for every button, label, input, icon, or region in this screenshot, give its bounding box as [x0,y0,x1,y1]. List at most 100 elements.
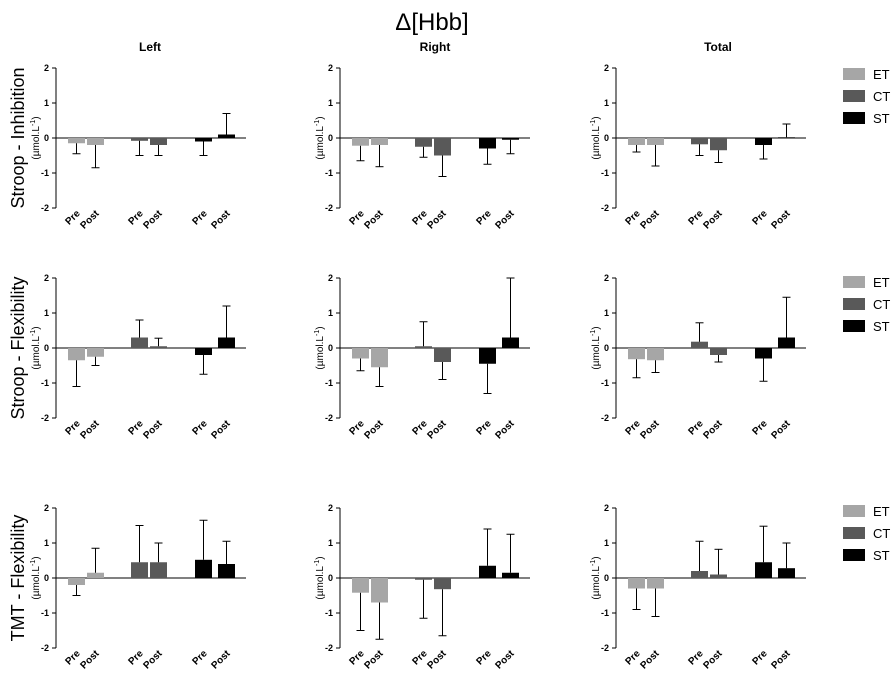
y-axis-label-end: ) [31,326,42,329]
y-tick-label: 2 [604,273,609,283]
y-axis-label-end: ) [31,556,42,559]
bar-st-post [218,134,235,138]
x-tick-label-post: Post [494,208,518,232]
legend-swatch-ct [843,298,865,310]
x-tick-label-pre: Pre [474,648,493,667]
bar-ct-post [434,138,451,156]
bar-ct-post [710,348,727,355]
x-tick-label-post: Post [142,648,166,672]
bar-ct-post [434,578,451,590]
bar-ct-post [150,562,167,578]
x-tick-label-post: Post [142,418,166,442]
x-tick-label-post: Post [770,648,794,672]
y-tick-label: -1 [601,168,609,178]
y-axis-label: (µmol.L-1) [314,556,326,599]
x-tick-label-post: Post [770,208,794,232]
bar-st-post [778,568,795,578]
bar-ct-post [150,346,167,348]
y-tick-label: 0 [328,573,333,583]
y-tick-label: 0 [328,343,333,353]
y-tick-label: 2 [44,503,49,513]
y-axis-label-main: (µmol.L [315,336,326,370]
bar-et-pre [352,578,369,593]
legend-swatch-st [843,549,865,561]
y-tick-label: 1 [44,308,49,318]
bar-ct-pre [415,578,432,580]
y-tick-label: 0 [604,573,609,583]
y-tick-label: 1 [604,98,609,108]
bar-ct-post [710,138,727,151]
y-axis-label-main: (µmol.L [591,336,602,370]
y-axis-label-end: ) [31,116,42,119]
bar-ct-pre [691,571,708,578]
bar-et-pre [352,138,369,146]
x-tick-label-pre: Pre [474,418,493,437]
y-axis-label-main: (µmol.L [31,336,42,370]
y-axis-label-main: (µmol.L [315,126,326,160]
bar-st-pre [755,562,772,578]
y-axis-label-sup: -1 [590,120,597,126]
legend-3: ET CT ST [843,504,890,563]
y-axis-label-sup: -1 [30,330,37,336]
y-tick-label: -2 [325,203,333,213]
y-tick-label: 0 [44,133,49,143]
y-tick-label: 1 [328,308,333,318]
bar-et-post [87,348,104,357]
x-tick-label-post: Post [210,418,234,442]
bar-st-post [502,337,519,348]
y-tick-label: -1 [41,608,49,618]
bar-st-post [218,564,235,578]
row-title-2: Stroop - Flexibility [8,276,28,419]
y-tick-label: 2 [328,273,333,283]
y-axis-label-sup: -1 [314,120,321,126]
bar-et-post [371,138,388,145]
bar-et-post [87,572,104,578]
y-axis-label-main: (µmol.L [591,126,602,160]
bar-ct-pre [415,138,432,147]
y-tick-label: 0 [44,343,49,353]
y-axis-label: (µmol.L-1) [590,326,602,369]
x-tick-label-pre: Pre [190,208,209,227]
bar-ct-pre [131,337,148,348]
row-title-1: Stroop - Inhibition [8,67,28,208]
bar-et-pre [68,138,85,144]
legend-2: ET CT ST [843,275,890,334]
y-axis-label-end: ) [315,556,326,559]
x-tick-label-post: Post [79,648,103,672]
x-tick-label-post: Post [494,648,518,672]
bar-st-pre [195,559,212,578]
x-tick-label-post: Post [210,648,234,672]
x-tick-label-post: Post [363,208,387,232]
y-axis-label-sup: -1 [30,560,37,566]
legend-label-ct: CT [873,89,890,104]
bar-st-pre [479,348,496,364]
y-tick-label: 1 [328,98,333,108]
y-axis-label-end: ) [315,326,326,329]
bar-ct-pre [415,346,432,348]
bar-et-pre [352,348,369,359]
bar-et-pre [68,348,85,361]
x-tick-label-post: Post [210,208,234,232]
y-tick-label: -2 [601,413,609,423]
x-tick-label-post: Post [702,208,726,232]
bar-st-post [502,138,519,140]
x-tick-label-post: Post [79,208,103,232]
y-tick-label: -2 [601,643,609,653]
y-axis-label-main: (µmol.L [591,566,602,600]
y-tick-label: 2 [604,63,609,73]
y-axis-label: (µmol.L-1) [30,326,42,369]
bar-et-post [371,348,388,368]
x-tick-label-post: Post [639,648,663,672]
y-tick-label: -2 [41,203,49,213]
bar-st-post [778,337,795,348]
x-tick-label-pre: Pre [750,648,769,667]
figure-title: Δ[Hbb] [395,9,468,36]
bar-ct-pre [691,138,708,145]
x-tick-label-pre: Pre [474,208,493,227]
y-axis-label-end: ) [591,556,602,559]
y-tick-label: -1 [601,608,609,618]
y-tick-label: -2 [325,643,333,653]
